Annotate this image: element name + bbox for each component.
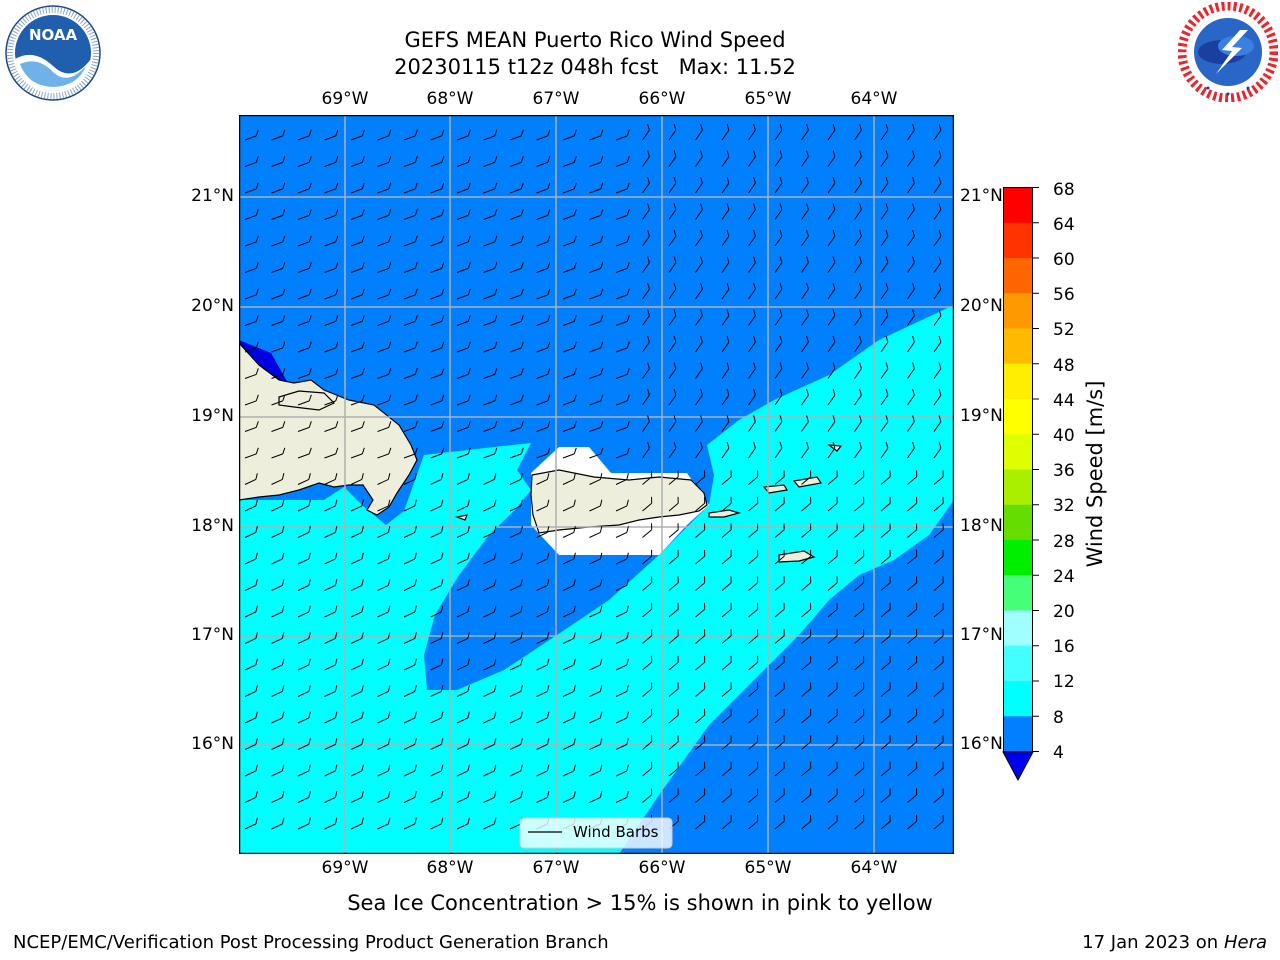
lon-tick-bottom: 64°W: [850, 858, 898, 878]
lat-tick-right: 19°N: [960, 406, 1003, 426]
lat-tick-left: 21°N: [191, 186, 234, 206]
footer-left: NCEP/EMC/Verification Post Processing Pr…: [13, 932, 609, 953]
lat-tick-left: 16°N: [191, 734, 234, 754]
land-vieques: [708, 509, 742, 518]
map-grid: [239, 115, 954, 854]
colorbar-tick: 16: [1053, 637, 1075, 657]
wind-speed-map: Wind Barbs: [239, 115, 954, 854]
nws-logo: [1178, 2, 1278, 102]
lon-tick-bottom: 67°W: [532, 858, 580, 878]
colorbar-tick: 60: [1053, 250, 1075, 270]
colorbar-tick: 4: [1053, 743, 1064, 763]
noaa-logo-text: NOAA: [29, 26, 78, 44]
lon-tick-top: 69°W: [321, 89, 369, 109]
chart-subtitle: 20230115 t12z 048h fcst Max: 11.52: [394, 55, 796, 79]
colorbar-tick: 40: [1053, 426, 1075, 446]
map-legend: Wind Barbs: [519, 817, 673, 849]
colorbar: [1002, 187, 1039, 782]
colorbar-tick: 48: [1053, 356, 1075, 376]
lat-tick-right: 17°N: [960, 625, 1003, 645]
lat-tick-left: 17°N: [191, 625, 234, 645]
lon-tick-top: 65°W: [744, 89, 792, 109]
chart-title: GEFS MEAN Puerto Rico Wind Speed: [404, 28, 786, 52]
lon-tick-top: 64°W: [850, 89, 898, 109]
lat-tick-right: 20°N: [960, 296, 1003, 316]
wind-field-8-12: [239, 305, 954, 854]
wind-barbs: [244, 123, 944, 830]
colorbar-tick: 24: [1053, 567, 1075, 587]
lon-tick-top: 67°W: [532, 89, 580, 109]
legend-label: Wind Barbs: [573, 823, 659, 841]
footer-host: Hera: [1223, 932, 1267, 953]
land-tortuga: [278, 390, 336, 411]
noaa-logo: NOAA: [5, 5, 101, 101]
colorbar-tick: 36: [1053, 461, 1075, 481]
lon-tick-top: 66°W: [638, 89, 686, 109]
map-frame: [239, 115, 954, 854]
lon-tick-bottom: 68°W: [426, 858, 474, 878]
colorbar-tick: 52: [1053, 320, 1075, 340]
lon-tick-bottom: 65°W: [744, 858, 792, 878]
colorbar-tick: 64: [1053, 215, 1075, 235]
lat-tick-right: 18°N: [960, 516, 1003, 536]
lon-tick-top: 68°W: [426, 89, 474, 109]
colorbar-tick: 44: [1053, 391, 1075, 411]
footer-right: 17 Jan 2023 on Hera: [1082, 932, 1267, 953]
land-puerto-rico: [530, 469, 708, 534]
colorbar-tick: 32: [1053, 496, 1075, 516]
lat-tick-left: 19°N: [191, 406, 234, 426]
colorbar-tick: 8: [1053, 708, 1064, 728]
lat-tick-left: 20°N: [191, 296, 234, 316]
colorbar-tick: 12: [1053, 672, 1075, 692]
lat-tick-right: 21°N: [960, 186, 1003, 206]
lon-tick-bottom: 66°W: [638, 858, 686, 878]
lat-tick-left: 18°N: [191, 516, 234, 536]
caption: Sea Ice Concentration > 15% is shown in …: [347, 891, 933, 915]
colorbar-tick: 28: [1053, 532, 1075, 552]
lon-tick-bottom: 69°W: [321, 858, 369, 878]
colorbar-label: Wind Speed [m/s]: [1083, 380, 1107, 568]
colorbar-tick: 68: [1053, 180, 1075, 200]
land-hispaniola: [239, 342, 418, 516]
land-mona: [454, 514, 468, 521]
colorbar-tick: 20: [1053, 602, 1075, 622]
footer-date: 17 Jan 2023 on: [1082, 932, 1224, 953]
colorbar-tick: 56: [1053, 285, 1075, 305]
lat-tick-right: 16°N: [960, 734, 1003, 754]
